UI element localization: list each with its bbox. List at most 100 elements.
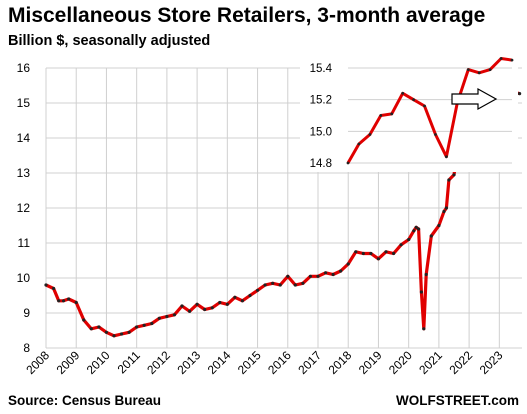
data-point [271, 281, 275, 285]
chart-title: Miscellaneous Store Retailers, 3-month a… [8, 4, 486, 27]
data-point [112, 334, 116, 338]
inset-series [346, 57, 514, 165]
data-point [210, 306, 214, 310]
inset-data-point [379, 114, 383, 117]
data-point [240, 299, 244, 303]
inset-data-point [466, 68, 470, 71]
inset-data-point [412, 98, 415, 102]
inset-y-tick-label: 15.0 [310, 126, 332, 138]
data-point [442, 209, 446, 214]
inset-data-point [445, 155, 448, 159]
data-point [346, 262, 350, 266]
x-tick-label: 2011 [115, 348, 143, 376]
x-tick-label: 2013 [174, 348, 203, 377]
x-tick-label: 2018 [326, 348, 355, 377]
data-point [518, 92, 522, 96]
data-point [203, 307, 207, 312]
data-point [225, 302, 229, 306]
y-tick-label: 11 [18, 236, 31, 250]
x-tick-labels: 2008 2009 2010 2011 2012 2013 2014 2015 2016 2017… [23, 348, 505, 377]
inset-y-tick-label: 15.2 [310, 95, 332, 107]
data-point [57, 299, 61, 303]
data-point [97, 325, 101, 329]
source-note: Source: Census Bureau [8, 393, 162, 408]
data-point [67, 297, 71, 301]
data-point [392, 251, 396, 256]
data-point [256, 288, 260, 292]
inset-data-point [477, 71, 481, 75]
y-tick-label: 13 [17, 166, 31, 180]
data-point [44, 283, 48, 287]
data-point [89, 327, 93, 331]
data-point [293, 283, 297, 287]
inset-data-point [368, 133, 372, 136]
inset-data-point [346, 161, 350, 165]
inset-data-point [423, 104, 426, 108]
data-point [74, 300, 78, 305]
inset-y-tick-labels: 14.8 15.0 15.2 15.4 [310, 63, 333, 170]
x-tick-label: 2022 [446, 348, 475, 377]
data-point [150, 321, 154, 326]
data-point [188, 309, 192, 313]
data-point [61, 299, 66, 303]
credit-note: WOLFSTREET.com [395, 393, 519, 408]
x-tick-label: 2021 [416, 348, 445, 377]
data-point [412, 229, 416, 233]
data-point [165, 314, 169, 319]
data-point [172, 313, 176, 317]
data-point [419, 290, 423, 294]
data-point [180, 304, 184, 308]
data-point [339, 269, 343, 273]
inset-data-point [357, 142, 361, 146]
inset-data-point [401, 91, 405, 95]
y-tick-label: 12 [17, 201, 31, 215]
inset-y-tick-label: 15.4 [310, 63, 333, 75]
x-tick-label: 2009 [54, 348, 83, 377]
y-tick-labels: 8 9 10 11 12 13 14 15 16 [17, 61, 31, 355]
inset-y-tick-label: 14.8 [310, 158, 332, 170]
x-tick-label: 2016 [265, 348, 294, 377]
data-point [399, 243, 403, 247]
x-tick-label: 2023 [477, 348, 506, 377]
inset-data-point [499, 57, 503, 60]
data-point [263, 283, 267, 287]
inset-data-point [434, 133, 437, 136]
y-tick-label: 15 [17, 96, 31, 110]
inset-chart: 14.8 15.0 15.2 15.4 [300, 57, 518, 172]
data-point [437, 223, 441, 228]
data-point [429, 234, 433, 238]
data-point [142, 323, 146, 327]
callout-arrow-icon [451, 87, 498, 111]
data-point [422, 327, 426, 331]
chart-subtitle: Billion $, seasonally adjusted [8, 33, 211, 49]
data-point [361, 251, 365, 256]
data-point [316, 274, 320, 278]
data-point [218, 300, 222, 305]
data-point [407, 237, 411, 242]
y-tick-label: 8 [23, 341, 30, 355]
x-tick-label: 2020 [386, 348, 415, 377]
inset-series-line [346, 57, 513, 164]
data-point [135, 325, 139, 329]
data-point [301, 281, 305, 285]
data-point [414, 225, 418, 229]
y-tick-label: 9 [23, 306, 30, 320]
data-point [452, 173, 456, 177]
data-point [331, 272, 335, 277]
data-point [248, 293, 252, 298]
data-point [104, 330, 108, 334]
data-point [286, 274, 290, 278]
y-tick-label: 16 [17, 61, 31, 75]
x-tick-label: 2015 [235, 348, 264, 377]
data-point [120, 332, 124, 336]
y-tick-label: 10 [17, 271, 31, 285]
x-tick-label: 2017 [295, 348, 324, 377]
inset-data-point [510, 58, 514, 62]
x-tick-label: 2014 [205, 348, 234, 377]
data-point [369, 251, 373, 256]
data-point [354, 250, 358, 254]
data-point [308, 274, 312, 278]
x-tick-label: 2010 [84, 348, 113, 377]
data-point [127, 330, 131, 334]
